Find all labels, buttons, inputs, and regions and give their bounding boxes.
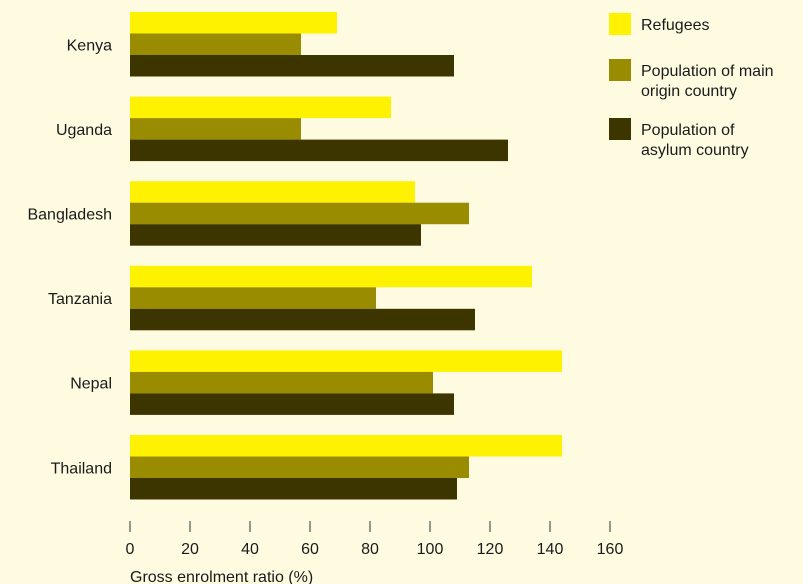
category-label: Bangladesh bbox=[27, 206, 112, 223]
legend: Refugees Population of main origin country… bbox=[609, 13, 774, 159]
bar-tanzania-series-1 bbox=[130, 265, 532, 288]
category-label: Thailand bbox=[51, 460, 112, 477]
category-label: Uganda bbox=[56, 122, 112, 139]
bar-nepal-series-1 bbox=[130, 350, 562, 372]
legend-swatch bbox=[609, 13, 631, 35]
legend-swatch bbox=[609, 118, 631, 140]
bar-thailand-series-2 bbox=[130, 456, 469, 478]
legend-label: Refugees bbox=[641, 17, 710, 34]
bar-bangladesh-series-2 bbox=[130, 202, 469, 225]
x-tick-label: 100 bbox=[417, 541, 444, 558]
category-labels: Kenya Uganda Bangladesh Tanzania Nepal Thaila… bbox=[27, 37, 112, 477]
bars-group bbox=[130, 12, 562, 500]
bar-nepal-series-3 bbox=[130, 393, 454, 415]
bar-thailand-series-3 bbox=[130, 478, 457, 500]
x-tick-label: 40 bbox=[241, 541, 259, 558]
bar-kenya-series-1 bbox=[130, 12, 337, 34]
x-tick-label: 0 bbox=[126, 541, 135, 558]
bar-bangladesh-series-1 bbox=[130, 181, 415, 203]
x-tick-label: 60 bbox=[301, 541, 319, 558]
category-label: Tanzania bbox=[48, 291, 112, 308]
legend-label: Population of main origin country bbox=[641, 63, 774, 100]
x-tick-label: 20 bbox=[181, 541, 199, 558]
x-tick-label: 160 bbox=[597, 541, 624, 558]
bar-kenya-series-2 bbox=[130, 33, 301, 55]
bar-tanzania-series-2 bbox=[130, 287, 376, 309]
legend-label: Population of asylum country bbox=[641, 122, 749, 159]
bar-tanzania-series-3 bbox=[130, 308, 475, 331]
bar-kenya-series-3 bbox=[130, 55, 454, 77]
x-tick-label: 140 bbox=[537, 541, 564, 558]
category-label: Kenya bbox=[67, 37, 112, 54]
bar-uganda-series-2 bbox=[130, 118, 301, 140]
bar-uganda-series-3 bbox=[130, 139, 508, 162]
x-tick-label: 120 bbox=[477, 541, 504, 558]
bar-thailand-series-1 bbox=[130, 435, 562, 457]
category-label: Nepal bbox=[70, 376, 112, 393]
bar-uganda-series-1 bbox=[130, 96, 391, 119]
x-axis-label: Gross enrolment ratio (%) bbox=[130, 569, 313, 584]
bar-nepal-series-2 bbox=[130, 371, 433, 394]
x-tick-label: 80 bbox=[361, 541, 379, 558]
x-axis: 0 20 40 60 80 100 120 140 160 bbox=[126, 521, 624, 558]
bar-bangladesh-series-3 bbox=[130, 224, 421, 246]
legend-swatch bbox=[609, 59, 631, 81]
